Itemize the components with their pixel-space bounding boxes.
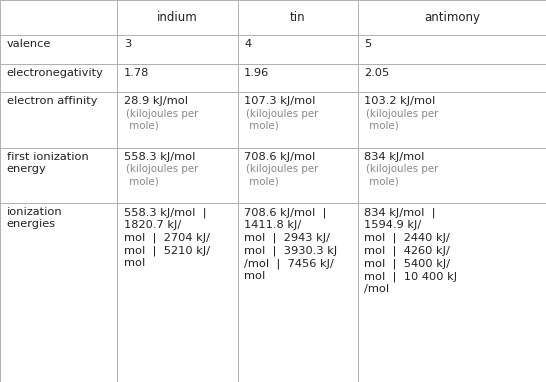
Bar xyxy=(358,203,546,382)
Text: tin: tin xyxy=(290,11,305,24)
Text: 834 kJ/mol: 834 kJ/mol xyxy=(364,152,425,162)
Text: 28.9 kJ/mol: 28.9 kJ/mol xyxy=(124,96,188,106)
Bar xyxy=(0,148,117,203)
Text: 5: 5 xyxy=(364,39,371,49)
Text: (kilojoules per
 mole): (kilojoules per mole) xyxy=(126,164,198,186)
Bar xyxy=(117,148,238,203)
Bar xyxy=(358,92,546,148)
Bar xyxy=(238,35,358,64)
Text: 708.6 kJ/mol: 708.6 kJ/mol xyxy=(244,152,315,162)
Bar xyxy=(117,0,238,35)
Bar xyxy=(0,0,117,35)
Bar xyxy=(238,92,358,148)
Text: 1.78: 1.78 xyxy=(124,68,149,78)
Text: first ionization
energy: first ionization energy xyxy=(7,152,88,174)
Text: valence: valence xyxy=(7,39,51,49)
Bar xyxy=(238,203,358,382)
Text: (kilojoules per
 mole): (kilojoules per mole) xyxy=(126,109,198,131)
Text: indium: indium xyxy=(157,11,198,24)
Text: 1.96: 1.96 xyxy=(244,68,269,78)
Bar xyxy=(358,35,546,64)
Text: 708.6 kJ/mol  |
1411.8 kJ/
mol  |  2943 kJ/
mol  |  3930.3 kJ
/mol  |  7456 kJ/
: 708.6 kJ/mol | 1411.8 kJ/ mol | 2943 kJ/… xyxy=(244,207,337,281)
Bar xyxy=(358,64,546,92)
Bar xyxy=(238,148,358,203)
Bar xyxy=(238,0,358,35)
Text: electronegativity: electronegativity xyxy=(7,68,103,78)
Text: 103.2 kJ/mol: 103.2 kJ/mol xyxy=(364,96,435,106)
Bar xyxy=(117,64,238,92)
Bar xyxy=(0,64,117,92)
Bar xyxy=(0,35,117,64)
Bar xyxy=(358,148,546,203)
Text: 558.3 kJ/mol  |
1820.7 kJ/
mol  |  2704 kJ/
mol  |  5210 kJ/
mol: 558.3 kJ/mol | 1820.7 kJ/ mol | 2704 kJ/… xyxy=(124,207,210,268)
Text: (kilojoules per
 mole): (kilojoules per mole) xyxy=(366,164,438,186)
Text: 107.3 kJ/mol: 107.3 kJ/mol xyxy=(244,96,316,106)
Text: 834 kJ/mol  |
1594.9 kJ/
mol  |  2440 kJ/
mol  |  4260 kJ/
mol  |  5400 kJ/
mol : 834 kJ/mol | 1594.9 kJ/ mol | 2440 kJ/ m… xyxy=(364,207,458,294)
Text: electron affinity: electron affinity xyxy=(7,96,97,106)
Text: 3: 3 xyxy=(124,39,131,49)
Text: 2.05: 2.05 xyxy=(364,68,389,78)
Bar xyxy=(238,64,358,92)
Text: antimony: antimony xyxy=(424,11,480,24)
Bar xyxy=(0,203,117,382)
Bar xyxy=(117,92,238,148)
Text: ionization
energies: ionization energies xyxy=(7,207,62,230)
Bar xyxy=(117,203,238,382)
Bar xyxy=(0,92,117,148)
Bar xyxy=(358,0,546,35)
Text: (kilojoules per
 mole): (kilojoules per mole) xyxy=(246,109,318,131)
Text: (kilojoules per
 mole): (kilojoules per mole) xyxy=(246,164,318,186)
Text: 558.3 kJ/mol: 558.3 kJ/mol xyxy=(124,152,195,162)
Bar xyxy=(117,35,238,64)
Text: (kilojoules per
 mole): (kilojoules per mole) xyxy=(366,109,438,131)
Text: 4: 4 xyxy=(244,39,251,49)
